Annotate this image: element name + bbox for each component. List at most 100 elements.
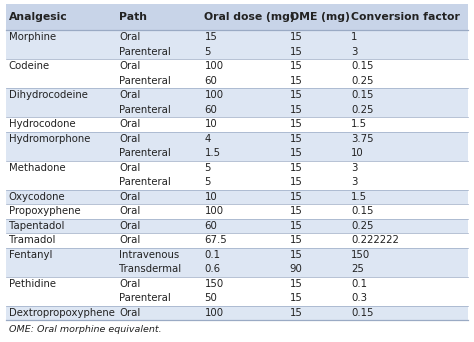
Text: Oral: Oral (119, 235, 140, 245)
Text: 100: 100 (204, 206, 224, 216)
Text: 10: 10 (204, 192, 217, 202)
Text: OME: Oral morphine equivalent.: OME: Oral morphine equivalent. (9, 325, 161, 334)
Text: 0.25: 0.25 (351, 76, 374, 86)
Text: 15: 15 (290, 32, 302, 42)
Text: 15: 15 (290, 221, 302, 231)
Text: Dextropropoxyphene: Dextropropoxyphene (9, 308, 115, 318)
Text: 100: 100 (204, 90, 224, 100)
Text: 67.5: 67.5 (204, 235, 227, 245)
Text: 1.5: 1.5 (351, 119, 367, 129)
Text: 10: 10 (204, 119, 217, 129)
Text: 60: 60 (204, 76, 217, 86)
Text: 5: 5 (204, 163, 211, 173)
Bar (6, 59, 468, 74)
Text: 0.15: 0.15 (351, 90, 374, 100)
Bar (6, 233, 468, 248)
Text: 3: 3 (351, 163, 358, 173)
Text: Hydromorphone: Hydromorphone (9, 134, 90, 144)
Text: Tramadol: Tramadol (9, 235, 55, 245)
Bar (6, 30, 468, 44)
Text: 100: 100 (204, 308, 224, 318)
Text: 50: 50 (204, 293, 217, 303)
Bar (6, 305, 468, 320)
Text: 15: 15 (290, 235, 302, 245)
Text: 3: 3 (351, 177, 358, 187)
Text: Tapentadol: Tapentadol (9, 221, 64, 231)
Text: 60: 60 (204, 105, 217, 115)
Text: 5: 5 (204, 47, 211, 57)
Bar (6, 132, 468, 146)
Text: 15: 15 (290, 119, 302, 129)
Text: 15: 15 (290, 279, 302, 289)
Text: Parenteral: Parenteral (119, 177, 171, 187)
Text: Oral: Oral (119, 61, 140, 71)
Text: Parenteral: Parenteral (119, 293, 171, 303)
Bar (6, 160, 468, 175)
Text: 15: 15 (290, 76, 302, 86)
Bar (6, 146, 468, 160)
Text: Methadone: Methadone (9, 163, 65, 173)
Text: Conversion factor: Conversion factor (351, 12, 460, 22)
Bar (6, 248, 468, 262)
Text: 0.6: 0.6 (204, 264, 220, 274)
Text: Oral: Oral (119, 206, 140, 216)
Text: Oral: Oral (119, 119, 140, 129)
Text: Oral: Oral (119, 134, 140, 144)
Text: Parenteral: Parenteral (119, 47, 171, 57)
Bar (6, 88, 468, 103)
Text: Oxycodone: Oxycodone (9, 192, 65, 202)
Text: Codeine: Codeine (9, 61, 50, 71)
Text: Parenteral: Parenteral (119, 148, 171, 158)
Text: 60: 60 (204, 221, 217, 231)
Text: 1.5: 1.5 (351, 192, 367, 202)
Text: Oral: Oral (119, 32, 140, 42)
Text: Oral dose (mg): Oral dose (mg) (204, 12, 295, 22)
Text: Oral: Oral (119, 90, 140, 100)
Text: 150: 150 (204, 279, 224, 289)
Text: 5: 5 (204, 177, 211, 187)
Text: 0.15: 0.15 (351, 61, 374, 71)
Text: 90: 90 (290, 264, 302, 274)
Text: 15: 15 (290, 47, 302, 57)
Text: 15: 15 (290, 206, 302, 216)
Bar (6, 103, 468, 117)
Text: 15: 15 (290, 163, 302, 173)
Text: Propoxyphene: Propoxyphene (9, 206, 80, 216)
Text: 100: 100 (204, 61, 224, 71)
Text: Oral: Oral (119, 221, 140, 231)
Text: 3.75: 3.75 (351, 134, 374, 144)
Text: 0.1: 0.1 (351, 279, 367, 289)
Text: Analgesic: Analgesic (9, 12, 67, 22)
Text: 15: 15 (290, 61, 302, 71)
Text: Fentanyl: Fentanyl (9, 250, 52, 260)
Text: 150: 150 (351, 250, 371, 260)
Bar (6, 4, 468, 30)
Bar (6, 204, 468, 219)
Text: 0.15: 0.15 (351, 206, 374, 216)
Text: OME (mg): OME (mg) (290, 12, 350, 22)
Text: 0.25: 0.25 (351, 221, 374, 231)
Text: 1.5: 1.5 (204, 148, 220, 158)
Text: 15: 15 (290, 134, 302, 144)
Text: Path: Path (119, 12, 147, 22)
Bar (6, 276, 468, 291)
Text: 0.1: 0.1 (204, 250, 220, 260)
Text: 10: 10 (351, 148, 364, 158)
Bar (6, 262, 468, 276)
Text: 15: 15 (290, 250, 302, 260)
Bar (6, 219, 468, 233)
Text: Transdermal: Transdermal (119, 264, 181, 274)
Text: Pethidine: Pethidine (9, 279, 55, 289)
Bar (6, 175, 468, 189)
Text: 1: 1 (351, 32, 358, 42)
Text: 25: 25 (351, 264, 364, 274)
Text: 15: 15 (290, 90, 302, 100)
Text: 15: 15 (290, 105, 302, 115)
Text: 3: 3 (351, 47, 358, 57)
Bar (6, 291, 468, 305)
Text: 15: 15 (290, 308, 302, 318)
Text: 4: 4 (204, 134, 211, 144)
Text: Parenteral: Parenteral (119, 76, 171, 86)
Text: Parenteral: Parenteral (119, 105, 171, 115)
Text: Oral: Oral (119, 279, 140, 289)
